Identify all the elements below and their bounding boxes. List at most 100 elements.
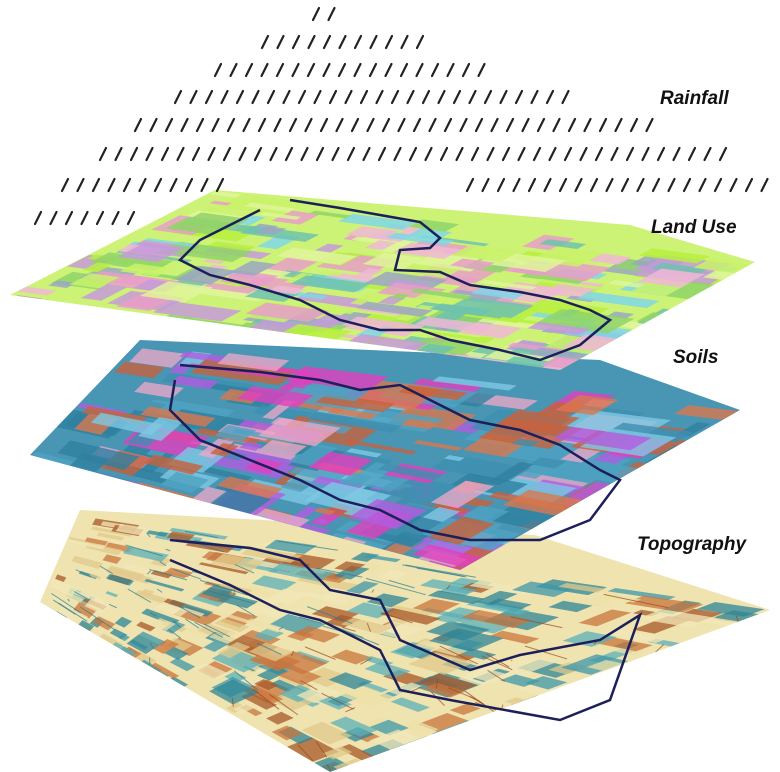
- topography-patch: [118, 633, 130, 642]
- topography-patch: [364, 661, 411, 679]
- topography-patch: [377, 570, 409, 581]
- rain-dash: [718, 146, 728, 162]
- soil-patch: [430, 480, 495, 509]
- street-line: [306, 606, 353, 624]
- rain-dash: [415, 34, 425, 50]
- rain-dash: [384, 34, 394, 50]
- street-line: [149, 642, 154, 649]
- rain-dash: [191, 146, 201, 162]
- rain-dash: [291, 34, 301, 50]
- street-line: [146, 533, 151, 538]
- topography-patch: [166, 531, 195, 542]
- soil-patch: [400, 418, 439, 430]
- rain-dash: [195, 117, 205, 133]
- rain-dash: [369, 34, 378, 50]
- land-use-patch: [48, 280, 77, 288]
- topography-patch: [469, 580, 536, 595]
- street-line: [184, 530, 218, 539]
- land-use-patch: [355, 301, 433, 317]
- soil-patch: [237, 386, 314, 408]
- topography-patch: [78, 620, 95, 631]
- topography-patch: [249, 642, 294, 662]
- rain-dash: [331, 146, 340, 162]
- rain-dash: [251, 89, 260, 105]
- rain-dash: [629, 117, 639, 133]
- rain-dash: [307, 34, 316, 50]
- soil-patch: [288, 443, 338, 467]
- land-use-patch: [174, 265, 237, 285]
- street-line: [655, 644, 664, 653]
- land-use-patch: [119, 263, 173, 277]
- rain-dash: [636, 177, 645, 193]
- topography-patch: [369, 729, 421, 750]
- topography-patch: [301, 667, 350, 688]
- land-use-patch: [318, 270, 344, 276]
- rain-dash: [532, 146, 542, 162]
- land-use-patch: [638, 248, 711, 264]
- street-line: [125, 544, 163, 557]
- topography-patch: [71, 589, 92, 600]
- topography-patch: [562, 631, 618, 647]
- topography-patch: [144, 578, 185, 592]
- rain-dash: [207, 146, 216, 162]
- rain-dash: [266, 89, 276, 105]
- street-line: [297, 744, 314, 761]
- topography-patch: [55, 574, 67, 583]
- rain-dash: [322, 34, 332, 50]
- topography-patch: [475, 590, 518, 606]
- street-line: [257, 642, 282, 655]
- street-line: [146, 570, 152, 575]
- soil-patch: [444, 455, 465, 462]
- topography-patch: [363, 554, 401, 563]
- topography-patch: [224, 671, 247, 683]
- rain-dash: [384, 62, 393, 78]
- rain-dash: [253, 146, 263, 162]
- soil-patch: [151, 399, 171, 405]
- land-use-patch: [636, 312, 663, 323]
- soil-patch: [346, 448, 383, 458]
- topography-patch: [390, 697, 430, 712]
- rain-dash: [257, 117, 267, 133]
- land-use-patch: [364, 240, 397, 251]
- land-use-patch: [200, 206, 224, 213]
- topography-patch: [464, 667, 513, 684]
- rain-dash: [169, 177, 178, 193]
- land-use-patch: [268, 285, 306, 295]
- topography-patch: [245, 604, 288, 620]
- rain-dash: [437, 89, 446, 105]
- topography-patch: [214, 618, 250, 633]
- rain-dash: [260, 62, 269, 78]
- land-use-patch: [244, 202, 296, 213]
- street-line: [278, 626, 284, 631]
- soil-patch: [591, 464, 639, 483]
- rain-dash: [400, 34, 409, 50]
- soil-patch: [674, 405, 739, 420]
- topography-patch: [90, 526, 133, 537]
- rain-dash: [703, 146, 712, 162]
- street-line: [234, 564, 255, 574]
- rain-dash: [567, 117, 577, 133]
- topography-patch: [165, 567, 194, 578]
- land-use-patch: [454, 354, 508, 363]
- topography-patch: [345, 581, 379, 594]
- topography-patch: [294, 625, 341, 643]
- land-use-patch: [205, 241, 257, 253]
- land-use-patch: [16, 295, 43, 300]
- topography-patch: [186, 627, 210, 638]
- rain-dash: [483, 89, 493, 105]
- soil-patch: [114, 361, 166, 379]
- rain-dash: [173, 89, 183, 105]
- topography-patch: [449, 703, 481, 715]
- rain-dash: [126, 210, 136, 226]
- rain-dash: [605, 177, 614, 193]
- land-use-patch: [637, 268, 705, 288]
- topography-patch: [333, 758, 361, 770]
- street-line: [204, 623, 230, 638]
- soils-label: Soils: [673, 347, 719, 368]
- rain-dash: [399, 62, 409, 78]
- topography-patch: [164, 647, 189, 660]
- topography-patch: [138, 631, 167, 646]
- street-line: [735, 615, 739, 622]
- rain-dash: [211, 117, 220, 133]
- street-line: [236, 604, 256, 617]
